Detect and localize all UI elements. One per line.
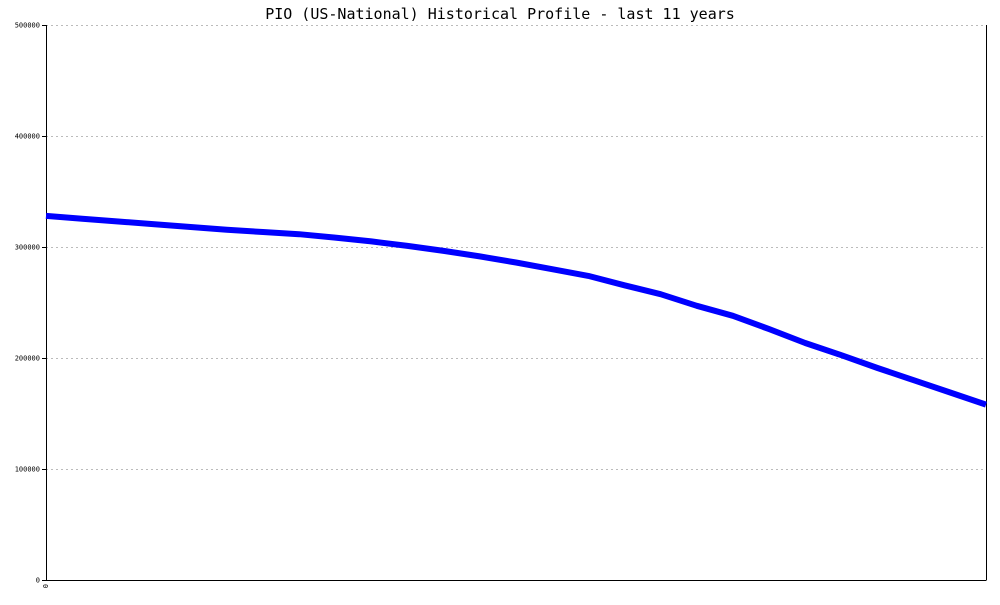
series-line: [45, 212, 987, 408]
grid-lines: [46, 25, 986, 470]
series-layer: [45, 212, 987, 408]
x-tick-label: 0: [42, 584, 50, 588]
y-tick-label: 0: [36, 577, 40, 585]
x-axis-ticks: 0: [42, 584, 50, 588]
y-tick-label: 300000: [15, 244, 40, 252]
y-axis-ticks: 0 100000 200000 300000 400000 500000: [15, 22, 46, 585]
y-tick-label: 200000: [15, 355, 40, 363]
chart-title: PIO (US-National) Historical Profile - l…: [265, 5, 735, 23]
axes: [46, 25, 987, 581]
y-tick-label: 400000: [15, 133, 40, 141]
y-tick-label: 100000: [15, 466, 40, 474]
y-tick-label: 500000: [15, 22, 40, 30]
